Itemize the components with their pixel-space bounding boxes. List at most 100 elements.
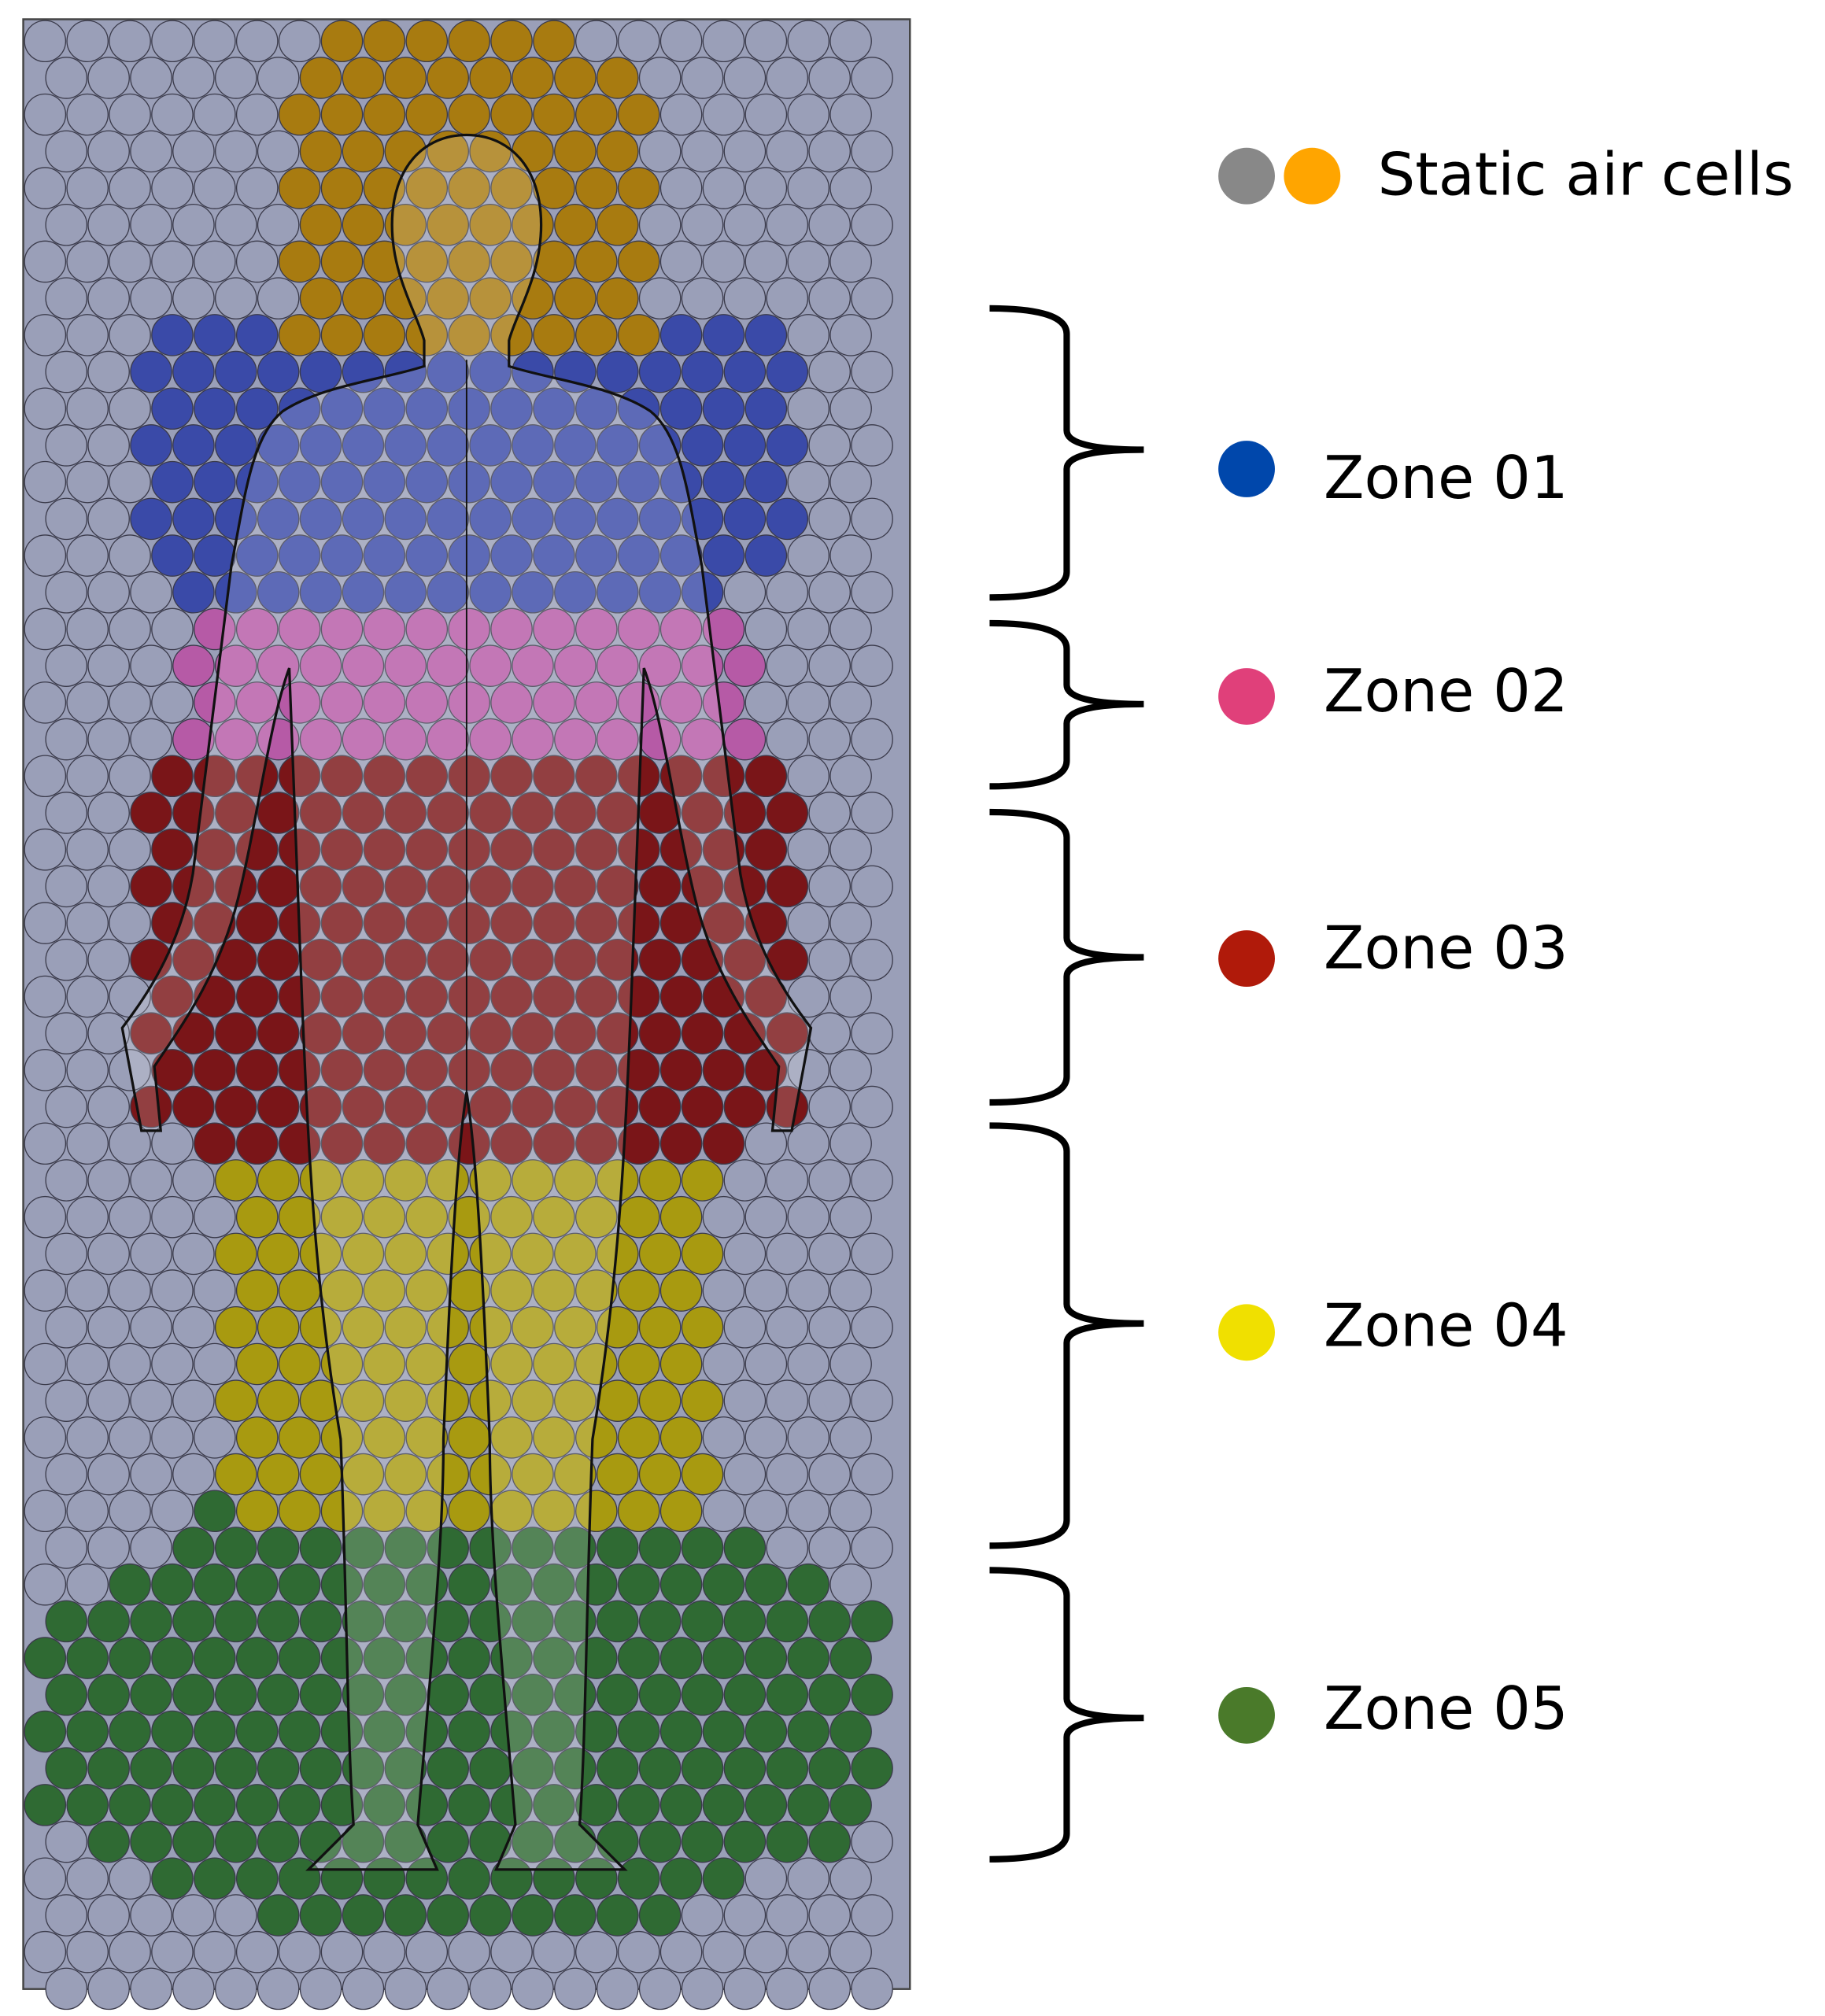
air-cell bbox=[278, 1269, 321, 1312]
legend-dot bbox=[1218, 441, 1275, 497]
air-cell bbox=[787, 1637, 830, 1679]
air-cell bbox=[659, 681, 703, 724]
air-cell bbox=[448, 460, 490, 504]
air-cell bbox=[66, 1784, 109, 1826]
air-cell bbox=[172, 277, 215, 319]
legend-dot bbox=[1218, 668, 1275, 725]
air-cell bbox=[24, 387, 67, 430]
legend-dot bbox=[1218, 1304, 1275, 1361]
air-cell bbox=[723, 57, 767, 99]
air-cell bbox=[554, 1967, 597, 2010]
air-cell bbox=[24, 460, 67, 504]
air-cell bbox=[363, 828, 406, 871]
air-cell bbox=[723, 1527, 767, 1569]
air-cell bbox=[87, 1820, 130, 1863]
air-cell bbox=[744, 681, 788, 724]
air-cell bbox=[130, 1453, 172, 1496]
air-cell bbox=[66, 1710, 109, 1753]
air-cell bbox=[194, 1416, 236, 1459]
air-cell bbox=[427, 57, 469, 99]
air-cell bbox=[533, 1122, 575, 1165]
air-cell bbox=[851, 1600, 893, 1643]
air-cell bbox=[257, 1820, 300, 1863]
air-cell bbox=[172, 792, 215, 834]
air-cell bbox=[215, 1232, 257, 1276]
air-cell bbox=[575, 607, 618, 651]
air-cell bbox=[384, 1673, 427, 1716]
air-cell bbox=[787, 1490, 830, 1533]
air-cell bbox=[575, 1490, 618, 1533]
air-cell bbox=[87, 1232, 130, 1276]
air-cell bbox=[659, 240, 703, 283]
air-cell bbox=[257, 57, 300, 99]
air-cell bbox=[235, 534, 279, 577]
air-cell bbox=[278, 93, 321, 136]
air-cell bbox=[512, 1673, 554, 1716]
air-cell bbox=[744, 828, 788, 871]
air-cell bbox=[851, 1747, 893, 1789]
air-cell bbox=[405, 1784, 449, 1826]
air-cell bbox=[659, 1122, 703, 1165]
air-cell bbox=[533, 20, 575, 63]
air-cell bbox=[87, 1747, 130, 1789]
air-cell bbox=[299, 644, 342, 687]
air-cell bbox=[638, 1967, 682, 2010]
air-cell bbox=[87, 938, 130, 981]
air-cell bbox=[490, 1416, 533, 1459]
air-cell bbox=[66, 1637, 109, 1679]
air-cell bbox=[87, 1967, 130, 2010]
brace bbox=[989, 808, 1144, 1106]
air-cell bbox=[320, 20, 364, 63]
air-cell bbox=[427, 350, 469, 393]
air-cell bbox=[490, 240, 533, 283]
air-cell bbox=[215, 277, 257, 319]
air-cell bbox=[681, 1453, 724, 1496]
air-cell bbox=[596, 865, 639, 908]
air-cell bbox=[130, 1600, 172, 1643]
air-cell bbox=[448, 681, 490, 724]
air-cell bbox=[554, 938, 597, 981]
air-cell bbox=[299, 497, 342, 541]
air-cell bbox=[659, 1342, 703, 1386]
air-cell bbox=[723, 1379, 767, 1422]
air-cell bbox=[808, 1159, 851, 1202]
air-cell bbox=[215, 1012, 257, 1054]
air-cell bbox=[363, 681, 406, 724]
air-cell bbox=[151, 755, 194, 798]
air-cell bbox=[744, 1784, 788, 1826]
air-cell bbox=[87, 644, 130, 687]
air-cell bbox=[24, 755, 67, 798]
air-cell bbox=[554, 203, 597, 246]
air-cell bbox=[405, 607, 449, 651]
air-cell bbox=[617, 1269, 660, 1312]
air-cell bbox=[235, 1637, 279, 1679]
air-cell bbox=[427, 497, 469, 541]
air-cell bbox=[194, 1195, 236, 1239]
air-cell bbox=[151, 1195, 194, 1239]
air-cell bbox=[702, 1784, 745, 1826]
air-cell bbox=[575, 755, 618, 798]
air-cell bbox=[257, 1600, 300, 1643]
air-cell bbox=[766, 1232, 809, 1276]
air-cell bbox=[766, 350, 809, 393]
air-cell bbox=[427, 718, 469, 761]
air-cell bbox=[681, 1673, 724, 1716]
air-cell bbox=[448, 1416, 490, 1459]
air-cell bbox=[533, 902, 575, 944]
air-cell bbox=[617, 93, 660, 136]
air-cell bbox=[172, 718, 215, 761]
air-cell bbox=[194, 828, 236, 871]
air-cell bbox=[829, 314, 872, 356]
air-cell bbox=[851, 938, 893, 981]
air-cell bbox=[427, 1673, 469, 1716]
air-cell bbox=[278, 314, 321, 356]
air-cell bbox=[363, 1416, 406, 1459]
air-cell bbox=[109, 167, 151, 209]
air-cell bbox=[533, 534, 575, 577]
air-cell bbox=[235, 755, 279, 798]
air-cell bbox=[109, 314, 151, 356]
air-cell bbox=[638, 865, 682, 908]
air-cell bbox=[723, 1967, 767, 2010]
air-cell bbox=[575, 681, 618, 724]
air-cell bbox=[87, 57, 130, 99]
